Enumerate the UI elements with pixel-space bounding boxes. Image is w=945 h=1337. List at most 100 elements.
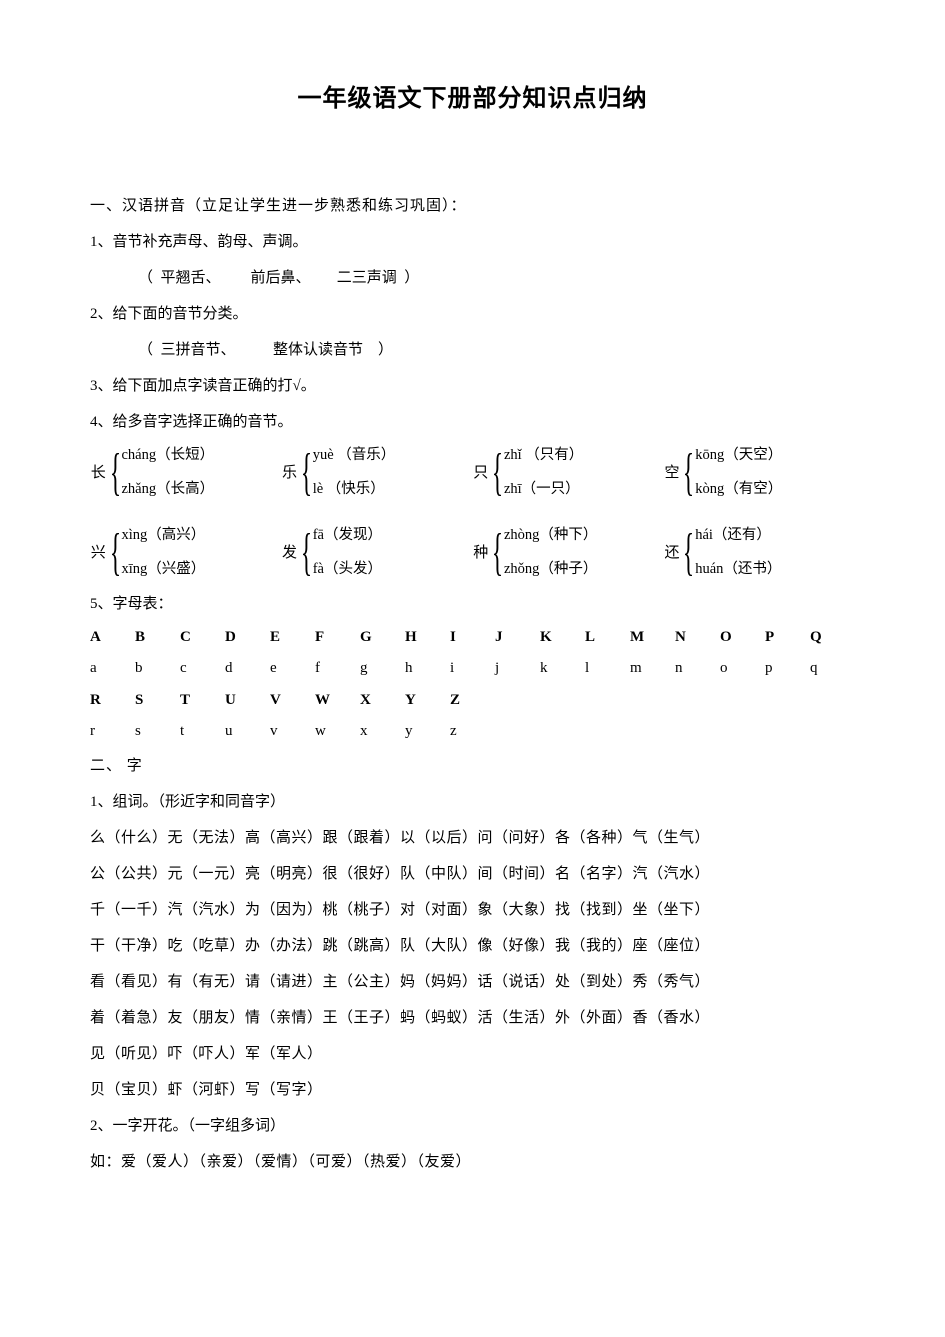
brace-icon: { xyxy=(109,447,120,499)
brace-icon: { xyxy=(683,447,694,499)
word-line-7: 见（听见）吓（吓人）军（军人） xyxy=(90,1036,855,1072)
reading-bottom: zhǎng（长高） xyxy=(121,476,214,504)
alphabet-cell: h xyxy=(405,653,450,685)
word-line-2: 公（公共）元（一元）亮（明亮）很（很好）队（中队）间（时间）名（名字）汽（汽水） xyxy=(90,856,855,892)
alphabet-cell: j xyxy=(495,653,540,685)
polyphone-char: 只 xyxy=(473,455,490,491)
polyphone-readings: zhòng（种下） zhǒng（种子） xyxy=(504,522,597,584)
alphabet-cell: z xyxy=(450,716,495,748)
item-1-2: 2、给下面的音节分类。 xyxy=(90,296,855,332)
alphabet-cell xyxy=(720,685,765,717)
alphabet-cell: k xyxy=(540,653,585,685)
brace-icon: { xyxy=(109,527,120,579)
alphabet-cell: a xyxy=(90,653,135,685)
item-2-2-example: 如：爱（爱人）（亲爱）（爱情）（可爱）（热爱）（友爱） xyxy=(90,1144,855,1180)
item-1-1-detail: （ 平翘舌、 前后鼻、 二三声调 ） xyxy=(90,260,855,296)
reading-bottom: zhǒng（种子） xyxy=(504,556,597,584)
alphabet-cell xyxy=(675,716,720,748)
alphabet-cell: p xyxy=(765,653,810,685)
alphabet-cell: F xyxy=(315,622,360,654)
polyphone-group: 乐{yuè （音乐）lè （快乐） xyxy=(281,442,472,504)
alphabet-cell: o xyxy=(720,653,765,685)
item-1-2-detail: （ 三拼音节、 整体认读音节 ） xyxy=(90,332,855,368)
item-2-1: 1、组词。（形近字和同音字） xyxy=(90,784,855,820)
alphabet-cell: u xyxy=(225,716,270,748)
alphabet-cell: L xyxy=(585,622,630,654)
polyphone-row-2: 兴{xìng（高兴）xīng（兴盛）发{fā（发现）fà（头发）种{zhòng（… xyxy=(90,522,855,584)
alphabet-cell: s xyxy=(135,716,180,748)
reading-top: zhǐ （只有） xyxy=(504,442,583,470)
brace-icon: { xyxy=(492,527,503,579)
polyphone-readings: zhǐ （只有） zhī（一只） xyxy=(504,442,583,504)
polyphone-group: 长{cháng（长短）zhǎng（长高） xyxy=(90,442,281,504)
alphabet-cell xyxy=(540,685,585,717)
reading-bottom: kòng（有空） xyxy=(695,476,782,504)
alphabet-cell: t xyxy=(180,716,225,748)
polyphone-char: 兴 xyxy=(90,535,107,571)
page-title: 一年级语文下册部分知识点归纳 xyxy=(90,70,855,128)
alphabet-cell: T xyxy=(180,685,225,717)
reading-bottom: fà（头发） xyxy=(313,556,382,584)
section-1-heading: 一、汉语拼音（立足让学生进一步熟悉和练习巩固）： xyxy=(90,188,855,224)
alphabet-cell: l xyxy=(585,653,630,685)
alphabet-cell: v xyxy=(270,716,315,748)
polyphone-readings: hái（还有）huán（还书） xyxy=(695,522,781,584)
brace-icon: { xyxy=(301,527,312,579)
polyphone-char: 长 xyxy=(90,455,107,491)
alphabet-cell: Q xyxy=(810,622,855,654)
alphabet-cell: W xyxy=(315,685,360,717)
brace-icon: { xyxy=(683,527,694,579)
alphabet-cell: D xyxy=(225,622,270,654)
alphabet-cell: E xyxy=(270,622,315,654)
item-1-1: 1、音节补充声母、韵母、声调。 xyxy=(90,224,855,260)
word-line-1: 么（什么）无（无法）高（高兴）跟（跟着）以（以后）问（问好）各（各种）气（生气） xyxy=(90,820,855,856)
polyphone-char: 种 xyxy=(473,535,490,571)
polyphone-readings: cháng（长短）zhǎng（长高） xyxy=(121,442,214,504)
alphabet-cell xyxy=(765,716,810,748)
alphabet-cell xyxy=(630,716,675,748)
alphabet-cell: r xyxy=(90,716,135,748)
polyphone-group: 种{zhòng（种下） zhǒng（种子） xyxy=(473,522,664,584)
alphabet-cell: I xyxy=(450,622,495,654)
alphabet-cell: b xyxy=(135,653,180,685)
alphabet-cell: x xyxy=(360,716,405,748)
polyphone-readings: xìng（高兴） xīng（兴盛） xyxy=(121,522,205,584)
reading-top: xìng（高兴） xyxy=(121,522,205,550)
alphabet-cell: w xyxy=(315,716,360,748)
alphabet-cell: m xyxy=(630,653,675,685)
alphabet-upper-1: ABCDEFGHIJKLMNOPQ xyxy=(90,622,855,654)
polyphone-group: 空{kōng（天空）kòng（有空） xyxy=(664,442,855,504)
alphabet-cell xyxy=(765,685,810,717)
alphabet-cell: i xyxy=(450,653,495,685)
alphabet-cell xyxy=(540,716,585,748)
alphabet-cell: S xyxy=(135,685,180,717)
word-line-3: 千（一千）汽（汽水）为（因为）桃（桃子）对（对面）象（大象）找（找到）坐（坐下） xyxy=(90,892,855,928)
alphabet-cell xyxy=(585,685,630,717)
polyphone-group: 发{fā（发现）fà（头发） xyxy=(281,522,472,584)
alphabet-cell: G xyxy=(360,622,405,654)
reading-bottom: zhī（一只） xyxy=(504,476,583,504)
section-2-heading: 二、 字 xyxy=(90,748,855,784)
brace-icon: { xyxy=(301,447,312,499)
alphabet-cell: Y xyxy=(405,685,450,717)
polyphone-char: 还 xyxy=(664,535,681,571)
polyphone-group: 还{hái（还有）huán（还书） xyxy=(664,522,855,584)
alphabet-cell xyxy=(810,685,855,717)
alphabet-cell: f xyxy=(315,653,360,685)
alphabet-cell xyxy=(675,685,720,717)
polyphone-readings: kōng（天空） kòng（有空） xyxy=(695,442,782,504)
polyphone-readings: fā（发现）fà（头发） xyxy=(313,522,382,584)
alphabet-cell: U xyxy=(225,685,270,717)
polyphone-readings: yuè （音乐）lè （快乐） xyxy=(313,442,396,504)
word-line-5: 看（看见）有（有无）请（请进）主（公主）妈（妈妈）话（说话）处（到处）秀（秀气） xyxy=(90,964,855,1000)
brace-icon: { xyxy=(492,447,503,499)
alphabet-cell: y xyxy=(405,716,450,748)
alphabet-cell: C xyxy=(180,622,225,654)
reading-top: kōng（天空） xyxy=(695,442,782,470)
alphabet-cell xyxy=(585,716,630,748)
reading-top: zhòng（种下） xyxy=(504,522,597,550)
alphabet-lower-2: rstuvwxyz xyxy=(90,716,855,748)
polyphone-group: 只{zhǐ （只有） zhī（一只） xyxy=(473,442,664,504)
reading-bottom: xīng（兴盛） xyxy=(121,556,205,584)
item-2-2: 2、一字开花。（一字组多词） xyxy=(90,1108,855,1144)
